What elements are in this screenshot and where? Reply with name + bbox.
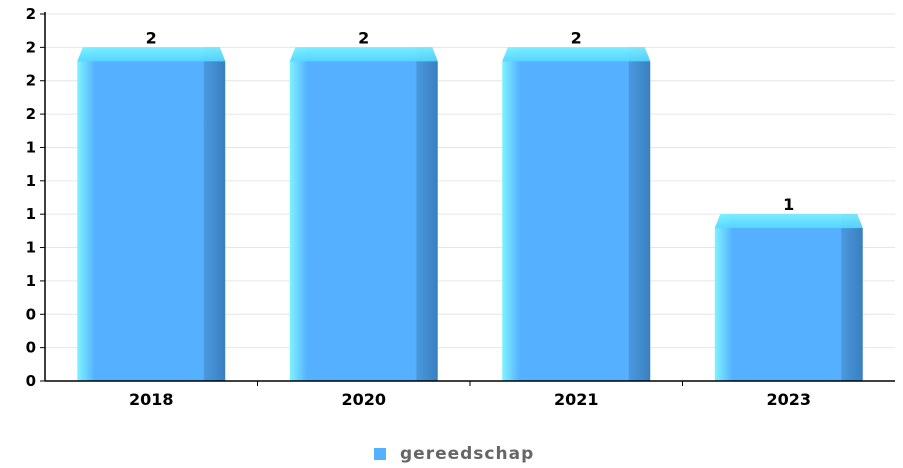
x-tick-label: 2023	[766, 390, 811, 409]
y-tick-label: 1	[26, 138, 36, 156]
bar-cap-2018	[77, 47, 226, 62]
x-tick-label: 2021	[554, 390, 599, 409]
bars	[77, 47, 863, 381]
bar-2021	[502, 47, 651, 381]
legend-swatch	[374, 448, 386, 460]
y-tick-label: 2	[26, 105, 36, 123]
data-label: 2	[358, 28, 369, 47]
x-tick-label: 2020	[341, 390, 386, 409]
y-tick-label: 0	[26, 305, 36, 323]
x-tick-label: 2018	[129, 390, 174, 409]
legend: gereedschap	[374, 444, 534, 464]
y-tick-label: 1	[26, 239, 36, 257]
legend-label: gereedschap	[400, 444, 535, 464]
bar-cap-2023	[714, 214, 863, 229]
bar-2023	[714, 214, 863, 381]
bar-2018	[77, 47, 226, 381]
y-tick-label: 0	[26, 339, 36, 357]
axes	[40, 12, 895, 386]
y-tick-label: 1	[26, 172, 36, 190]
data-label: 2	[146, 28, 157, 47]
bar-cap-2020	[289, 47, 438, 62]
y-tick-label: 2	[26, 72, 36, 90]
data-label: 2	[571, 28, 582, 47]
y-tick-label: 0	[26, 372, 36, 390]
data-label: 1	[783, 195, 794, 214]
bar-cap-2021	[502, 47, 651, 62]
y-tick-label: 2	[26, 5, 36, 23]
y-tick-label: 1	[26, 272, 36, 290]
bar-2020	[289, 47, 438, 381]
y-tick-label: 1	[26, 205, 36, 223]
labels: 0 0 0 1 1 1 1 1 2 2 2 2 2 2018 2 2020 2 2021 1 2023	[26, 5, 811, 409]
y-tick-label: 2	[26, 38, 36, 56]
